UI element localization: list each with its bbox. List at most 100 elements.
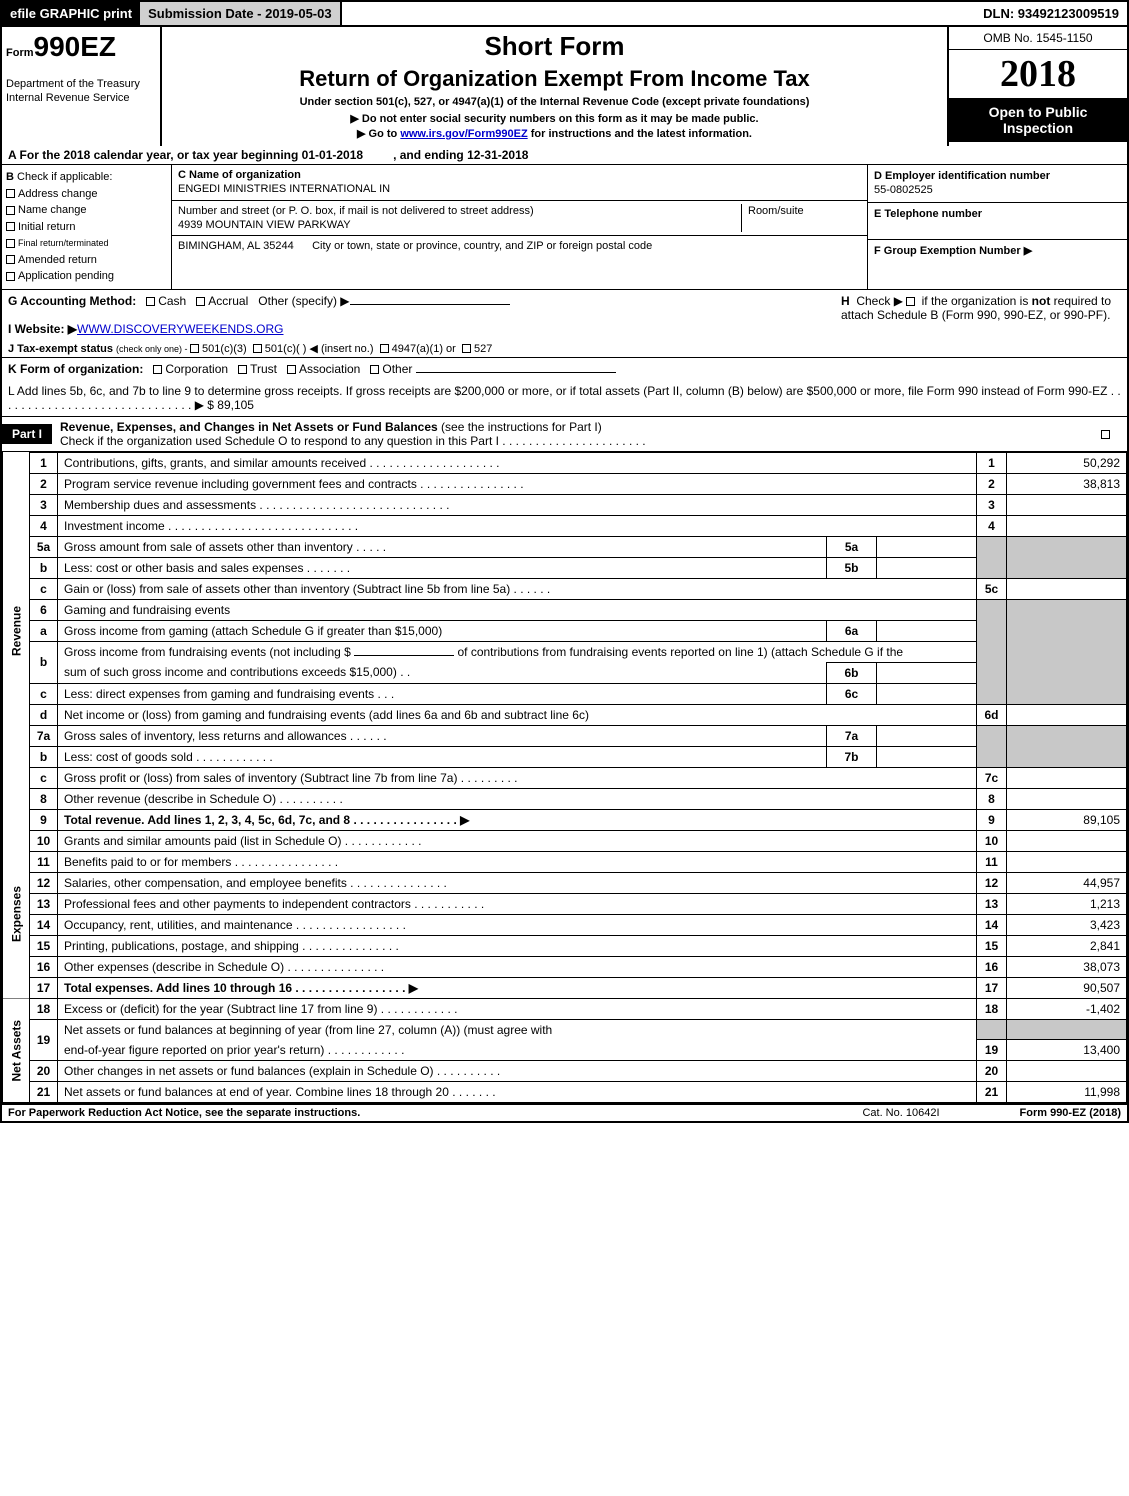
under-section: Under section 501(c), 527, or 4947(a)(1)… [170, 96, 939, 108]
cb-4947[interactable] [380, 344, 389, 353]
cb-amended-return[interactable] [6, 255, 15, 264]
d10: Grants and similar amounts paid (list in… [58, 830, 977, 851]
in6b: 6b [827, 662, 877, 683]
d5c: Gain or (loss) from sale of assets other… [58, 578, 977, 599]
K-other-line[interactable] [416, 372, 616, 373]
n12: 12 [30, 872, 58, 893]
efile-print-button[interactable]: efile GRAPHIC print [2, 2, 140, 25]
d8: Other revenue (describe in Schedule O) .… [58, 788, 977, 809]
d6c: Less: direct expenses from gaming and fu… [58, 683, 827, 704]
opt-application-pending: Application pending [18, 270, 114, 282]
line-7a: 7a Gross sales of inventory, less return… [3, 725, 1127, 746]
part1-title: Revenue, Expenses, and Changes in Net As… [52, 417, 1087, 451]
n3: 3 [30, 494, 58, 515]
footer-left: For Paperwork Reduction Act Notice, see … [8, 1107, 360, 1119]
row-GH: G Accounting Method: Cash Accrual Other … [2, 289, 1127, 340]
n16: 16 [30, 956, 58, 977]
H-check: Check ▶ [856, 294, 903, 308]
city-value: BIMINGHAM, AL 35244 [178, 239, 294, 253]
opt-amended-return: Amended return [18, 254, 97, 266]
d3: Membership dues and assessments . . . . … [58, 494, 977, 515]
in5a: 5a [827, 536, 877, 557]
cb-association[interactable] [287, 365, 296, 374]
cb-other-org[interactable] [370, 365, 379, 374]
a17: 90,507 [1007, 977, 1127, 998]
F-group: F Group Exemption Number ▶ [868, 240, 1127, 262]
cb-cash[interactable] [146, 297, 155, 306]
d6a: Gross income from gaming (attach Schedul… [58, 620, 827, 641]
tax-year: 2018 [949, 50, 1127, 98]
line-6: 6 Gaming and fundraising events [3, 599, 1127, 620]
part1-title-bold: Revenue, Expenses, and Changes in Net As… [60, 420, 438, 434]
form-header: Form990EZ Department of the Treasury Int… [0, 27, 1129, 146]
d9: Total revenue. Add lines 1, 2, 3, 4, 5c,… [58, 809, 977, 830]
n21: 21 [30, 1082, 58, 1103]
K-other: Other [382, 362, 412, 376]
G-label: G Accounting Method: [8, 294, 136, 308]
I-label: I Website: ▶ [8, 322, 77, 336]
opt-name-change: Name change [18, 204, 87, 216]
cb-initial-return[interactable] [6, 222, 15, 231]
ln7c: 7c [977, 767, 1007, 788]
d2: Program service revenue including govern… [58, 473, 977, 494]
n19: 19 [30, 1019, 58, 1061]
line-13: 13 Professional fees and other payments … [3, 893, 1127, 914]
cb-corporation[interactable] [153, 365, 162, 374]
submission-date: Submission Date - 2019-05-03 [140, 2, 342, 25]
cb-501c3[interactable] [190, 344, 199, 353]
line-16: 16 Other expenses (describe in Schedule … [3, 956, 1127, 977]
ln5c: 5c [977, 578, 1007, 599]
line-3: 3 Membership dues and assessments . . . … [3, 494, 1127, 515]
line-20: 20 Other changes in net assets or fund b… [3, 1061, 1127, 1082]
cb-address-change[interactable] [6, 189, 15, 198]
6b-blank[interactable] [354, 655, 454, 656]
J-insert: ◀ (insert no.) [309, 343, 373, 355]
cb-accrual[interactable] [196, 297, 205, 306]
line-14: 14 Occupancy, rent, utilities, and maint… [3, 914, 1127, 935]
n4: 4 [30, 515, 58, 536]
irs-link[interactable]: www.irs.gov/Form990EZ [400, 128, 527, 140]
cb-name-change[interactable] [6, 206, 15, 215]
return-title: Return of Organization Exempt From Incom… [170, 66, 939, 92]
J-501c: 501(c)( ) [265, 343, 307, 355]
in7b: 7b [827, 746, 877, 767]
iv5a [877, 536, 977, 557]
a5c [1007, 578, 1127, 599]
cb-schedule-o[interactable] [1101, 430, 1110, 439]
a6d [1007, 704, 1127, 725]
cb-application-pending[interactable] [6, 272, 15, 281]
n6d: d [30, 704, 58, 725]
cb-501c[interactable] [253, 344, 262, 353]
row-L: L Add lines 5b, 6c, and 7b to line 9 to … [2, 380, 1127, 417]
n6b: b [30, 641, 58, 683]
G-other-line[interactable] [350, 304, 510, 305]
d16: Other expenses (describe in Schedule O) … [58, 956, 977, 977]
a11 [1007, 851, 1127, 872]
cb-schedule-b[interactable] [906, 297, 915, 306]
cb-trust[interactable] [238, 365, 247, 374]
B-check-if: Check if applicable: [17, 171, 112, 183]
ln20: 20 [977, 1061, 1007, 1082]
I-website[interactable]: WWW.DISCOVERYWEEKENDS.ORG [77, 322, 283, 336]
C-name: ENGEDI MINISTRIES INTERNATIONAL IN [178, 183, 390, 195]
K-corporation: Corporation [165, 362, 228, 376]
page-footer: For Paperwork Reduction Act Notice, see … [0, 1104, 1129, 1123]
in5b: 5b [827, 557, 877, 578]
n13: 13 [30, 893, 58, 914]
line-7c: c Gross profit or (loss) from sales of i… [3, 767, 1127, 788]
d20: Other changes in net assets or fund bala… [58, 1061, 977, 1082]
cb-527[interactable] [462, 344, 471, 353]
n14: 14 [30, 914, 58, 935]
ln19: 19 [977, 1040, 1007, 1061]
a7ab [1007, 725, 1127, 767]
ln18: 18 [977, 998, 1007, 1019]
iv6b [877, 662, 977, 683]
vside-expenses: Expenses [3, 830, 30, 998]
line-6b-pre: b Gross income from fundraising events (… [3, 641, 1127, 662]
row-K: K Form of organization: Corporation Trus… [2, 357, 1127, 380]
cb-final-return[interactable] [6, 239, 15, 248]
d14: Occupancy, rent, utilities, and maintena… [58, 914, 977, 935]
section-A-to-L: A For the 2018 calendar year, or tax yea… [0, 146, 1129, 1104]
vside-revenue: Revenue [3, 452, 30, 809]
line-11: 11 Benefits paid to or for members . . .… [3, 851, 1127, 872]
